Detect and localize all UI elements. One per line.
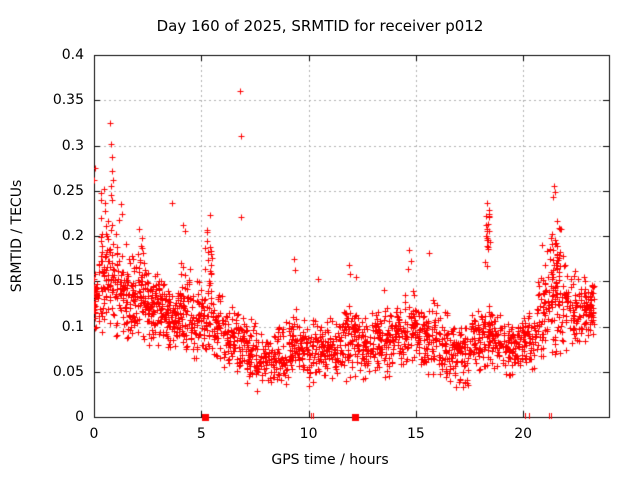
y-tick-label: 0: [75, 409, 84, 425]
y-tick-label: 0.05: [52, 363, 84, 380]
y-axis-label: SRMTID / TECUs: [9, 179, 25, 293]
y-tick-label: 0.25: [52, 182, 84, 199]
x-tick-label: 20: [514, 426, 533, 442]
x-tick-label: 0: [89, 426, 99, 442]
y-tick-label: 0.4: [61, 47, 84, 63]
x-tick-label: 5: [196, 426, 206, 442]
chart-title: Day 160 of 2025, SRMTID for receiver p01…: [156, 17, 484, 35]
y-tick-label: 0.35: [52, 92, 84, 109]
y-tick-label: 0.2: [61, 228, 84, 244]
y-tick-label: 0.15: [52, 273, 84, 290]
y-tick-label: 0.3: [61, 137, 84, 154]
y-tick-label: 0.1: [61, 318, 84, 335]
x-tick-label: 15: [406, 426, 425, 442]
x-tick-label: 10: [299, 426, 318, 442]
x-axis-label: GPS time / hours: [271, 452, 389, 468]
